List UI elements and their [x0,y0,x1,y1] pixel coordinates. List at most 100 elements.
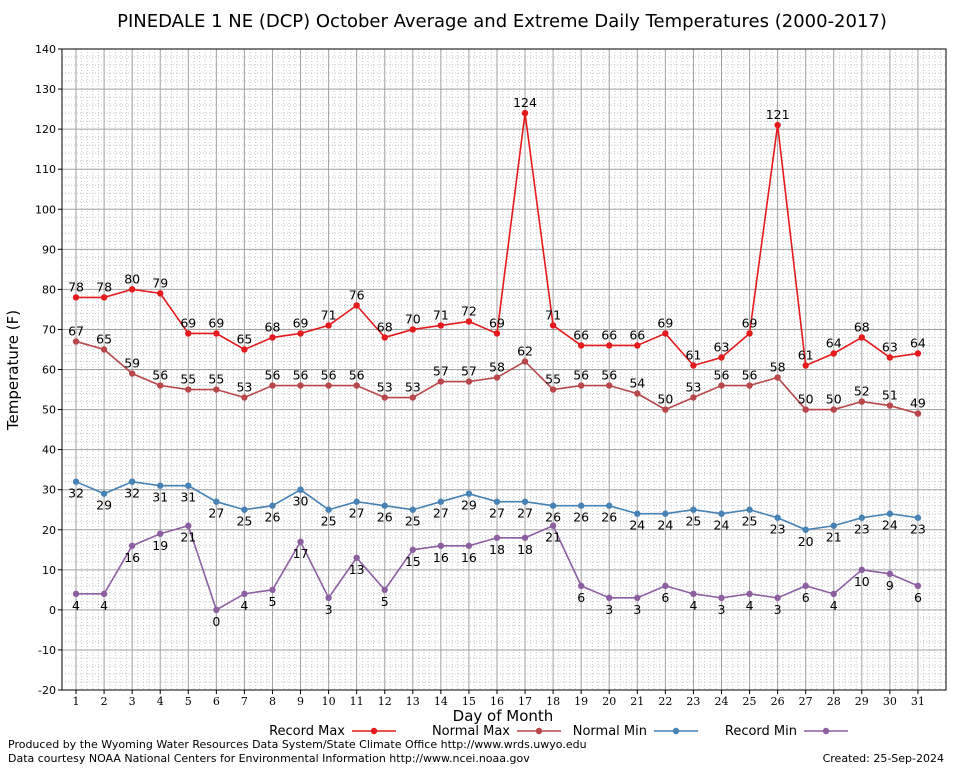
record-min-data-label: 6 [802,590,810,605]
normal-min-data-label: 31 [152,490,168,505]
y-axis-ticks: -20 -10 0 10 20 30 40 50 60 70 80 90 100 110 120 130 140 [35,43,62,697]
normal-min-data-label: 26 [265,510,281,525]
normal-max-point [381,394,388,401]
y-tick-label: 0 [49,604,56,617]
normal-min-data-label: 27 [433,506,449,521]
record-min-data-label: 3 [774,602,782,617]
record-max-point [213,330,220,337]
normal-min-point [690,506,697,513]
record-max-point [297,330,304,337]
x-tick-label: 2 [101,695,108,708]
normal-max-point [914,410,922,417]
record-min-data-label: 4 [240,598,248,613]
record-max-point [830,350,837,357]
record-max-data-label: 72 [461,303,477,318]
legend: Record Max Normal Max Normal Min Record Min [269,724,848,739]
record-min-point [774,594,781,602]
x-tick-label: 4 [157,695,164,708]
normal-max-data-label: 54 [629,376,645,391]
record-max-data-label: 69 [489,315,505,330]
normal-min-data-label: 21 [826,530,842,545]
data-courtesy-credit: Data courtesy NOAA National Centers for … [8,752,530,765]
normal-max-data-label: 62 [517,343,533,358]
normal-min-point [746,506,753,513]
record-max-point [577,342,585,349]
normal-max-data-label: 56 [742,368,758,383]
y-tick-label: 60 [42,364,56,377]
legend-marker-normal-min [672,727,680,735]
legend-label-record-max: Record Max [269,724,345,739]
record-min-data-label: 3 [325,602,333,617]
normal-max-data-label: 50 [657,392,673,407]
normal-min-data-label: 31 [180,490,196,505]
normal-min-data-label: 27 [208,506,224,521]
record-max-point [634,342,641,349]
record-min-data-label: 0 [212,614,220,629]
x-tick-label: 26 [771,695,785,708]
record-max-data-label: 71 [545,307,561,322]
x-tick-label: 23 [686,695,700,708]
normal-max-data-label: 55 [208,372,224,387]
normal-max-point [128,370,136,377]
normal-max-point [830,406,837,413]
record-max-point [409,326,416,333]
normal-max-data-label: 58 [489,360,505,375]
record-min-series: 4 4 16 19 21 0 4 5 17 3 13 5 15 16 16 18 18 21 6 3 3 6 4 3 4 3 6 4 1… [72,522,922,629]
normal-min-point [606,502,613,509]
x-tick-label: 20 [602,695,616,708]
normal-max-point [465,378,473,385]
y-tick-label: 20 [42,524,56,537]
record-min-point [914,582,922,590]
normal-min-series: 32 29 32 31 31 27 25 26 30 25 27 26 25 27 29 27 27 26 26 26… [68,478,926,549]
normal-max-point [353,382,360,389]
normal-max-data-label: 57 [433,364,449,379]
normal-min-data-label: 25 [685,514,701,529]
normal-max-point [493,374,501,381]
x-tick-label: 29 [855,695,869,708]
record-min-data-label: 21 [180,530,196,545]
x-tick-label: 15 [462,695,476,708]
normal-min-data-label: 26 [377,510,393,525]
normal-min-data-label: 32 [68,486,84,501]
normal-max-data-label: 53 [405,380,421,395]
x-tick-label: 25 [743,695,757,708]
record-min-point [886,570,894,578]
normal-max-point [606,382,613,389]
normal-min-point [577,502,585,509]
record-max-point [381,334,388,341]
legend-label-record-min: Record Min [725,724,797,739]
normal-max-data-label: 56 [714,368,730,383]
x-axis-ticks: 1 2 3 4 5 6 7 8 9 10 11 12 13 14 15 16 17 18 19 20 21 22 23 24 2… [73,690,925,708]
record-max-point [606,342,613,349]
record-min-point [185,522,192,529]
record-min-point [830,590,837,598]
record-min-point [577,582,585,590]
normal-max-point [241,394,248,401]
x-tick-label: 9 [297,695,304,708]
normal-max-point [157,382,164,389]
normal-min-point [858,514,866,521]
record-min-data-label: 17 [293,546,309,561]
record-min-point [241,590,248,598]
normal-min-point [886,510,894,517]
normal-min-point [634,510,641,517]
record-min-point [521,534,529,541]
normal-min-point [185,482,192,489]
record-max-data-label: 66 [573,327,589,342]
normal-max-data-label: 52 [854,384,870,399]
record-max-data-label: 124 [513,95,537,110]
legend-marker-record-min [822,727,830,735]
normal-max-data-label: 67 [68,323,84,338]
x-tick-label: 8 [269,695,276,708]
normal-min-point [802,526,809,533]
record-max-data-label: 66 [629,327,645,342]
normal-min-point [353,498,360,505]
record-min-point [606,594,613,602]
normal-max-point [549,386,557,393]
normal-min-data-label: 25 [742,514,758,529]
y-axis-label: Temperature (F) [4,310,22,431]
y-tick-label: 70 [42,323,56,336]
normal-max-point [746,382,753,389]
record-min-point [72,590,80,598]
legend-marker-normal-max [535,727,543,735]
